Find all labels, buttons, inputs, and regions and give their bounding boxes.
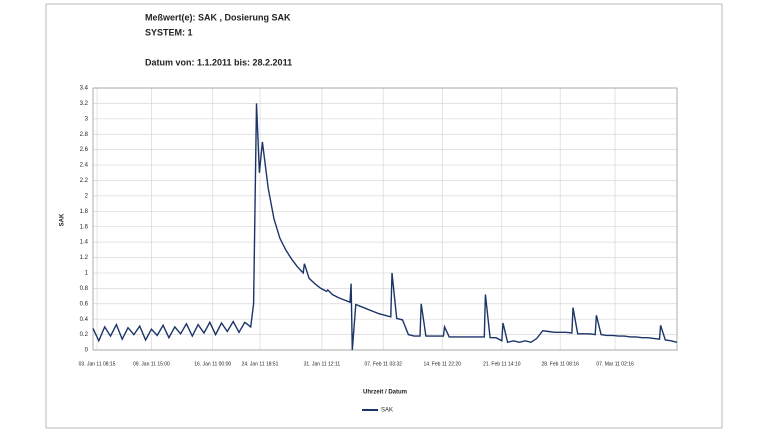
y-tick-label: 1.8 bbox=[80, 209, 89, 215]
x-tick-label: 28. Feb 11 08:16 bbox=[541, 361, 579, 367]
chart-subtitle: SYSTEM: 1 bbox=[145, 27, 193, 37]
y-tick-label: 0.6 bbox=[80, 301, 89, 307]
y-tick-label: 1.4 bbox=[80, 240, 89, 246]
y-tick-label: 0 bbox=[85, 348, 89, 354]
y-tick-label: 1.2 bbox=[80, 255, 89, 261]
y-tick-label: 2 bbox=[85, 193, 89, 199]
chart-frame bbox=[45, 3, 723, 429]
y-tick-label: 3.2 bbox=[80, 101, 89, 107]
x-tick-label: 07. Mar 11 02:16 bbox=[596, 361, 634, 367]
y-axis-label: SAK bbox=[60, 213, 66, 226]
y-tick-label: 2.8 bbox=[80, 132, 89, 138]
x-tick-label: 09. Jan 11 15:00 bbox=[133, 361, 170, 367]
y-tick-label: 3.4 bbox=[80, 86, 89, 92]
legend-label: SAK bbox=[381, 408, 393, 414]
y-tick-label: 0.4 bbox=[80, 317, 89, 323]
x-tick-label: 24. Jan 11 18:51 bbox=[242, 361, 279, 367]
y-tick-label: 0.2 bbox=[80, 332, 89, 338]
y-tick-label: 3 bbox=[85, 116, 89, 122]
date-range: Datum von: 1.1.2011 bis: 28.2.2011 bbox=[145, 57, 292, 67]
y-tick-label: 1 bbox=[85, 271, 89, 277]
data-line bbox=[92, 103, 678, 351]
x-tick-label: 03. Jan 11 08:15 bbox=[79, 361, 116, 367]
x-tick-label: 07. Feb 11 03:32 bbox=[365, 361, 403, 367]
y-tick-label: 2.4 bbox=[80, 163, 89, 169]
plot-area bbox=[92, 87, 678, 351]
x-tick-label: 14. Feb 11 22:20 bbox=[424, 361, 462, 367]
y-tick-label: 2.2 bbox=[80, 178, 89, 184]
y-tick-label: 0.8 bbox=[80, 286, 89, 292]
y-tick-label: 1.6 bbox=[80, 224, 89, 230]
x-tick-label: 16. Jan 11 00:00 bbox=[194, 361, 231, 367]
chart-title: Meßwert(e): SAK , Dosierung SAK bbox=[145, 12, 291, 22]
x-axis-label: Uhrzeit / Datum bbox=[363, 390, 407, 396]
x-tick-label: 31. Jan 11 12:11 bbox=[304, 361, 341, 367]
x-tick-label: 21. Feb 11 14:10 bbox=[483, 361, 521, 367]
y-tick-label: 2.6 bbox=[80, 147, 89, 153]
